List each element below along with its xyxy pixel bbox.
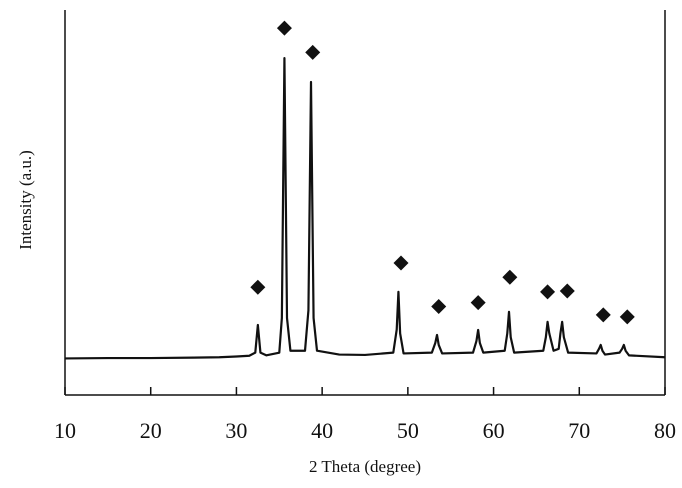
peak-marker: [471, 295, 486, 310]
peak-marker: [431, 299, 446, 314]
peak-marker: [305, 45, 320, 60]
x-tick-label: 60: [483, 418, 505, 443]
peak-marker: [502, 270, 517, 285]
xrd-pattern: [65, 58, 665, 358]
peak-marker: [560, 284, 575, 299]
peak-marker: [394, 255, 409, 270]
peak-marker: [620, 309, 635, 324]
x-axis-label: 2 Theta (degree): [309, 457, 421, 476]
x-tick-label: 50: [397, 418, 419, 443]
x-tick-label: 10: [54, 418, 76, 443]
peak-marker: [250, 280, 265, 295]
page: {"chart_data": {"type": "line", "x_label…: [0, 0, 682, 488]
x-tick-label: 30: [225, 418, 247, 443]
x-tick-label: 80: [654, 418, 676, 443]
chart: 2 Theta (degree) Intensity (a.u.) 10 20 30…: [0, 0, 682, 488]
peak-marker: [540, 284, 555, 299]
peak-marker: [277, 21, 292, 36]
x-tick-label: 20: [140, 418, 162, 443]
x-tick-label: 70: [568, 418, 590, 443]
x-tick-label: 40: [311, 418, 333, 443]
peak-marker: [596, 307, 611, 322]
y-axis-label: Intensity (a.u.): [16, 150, 35, 250]
